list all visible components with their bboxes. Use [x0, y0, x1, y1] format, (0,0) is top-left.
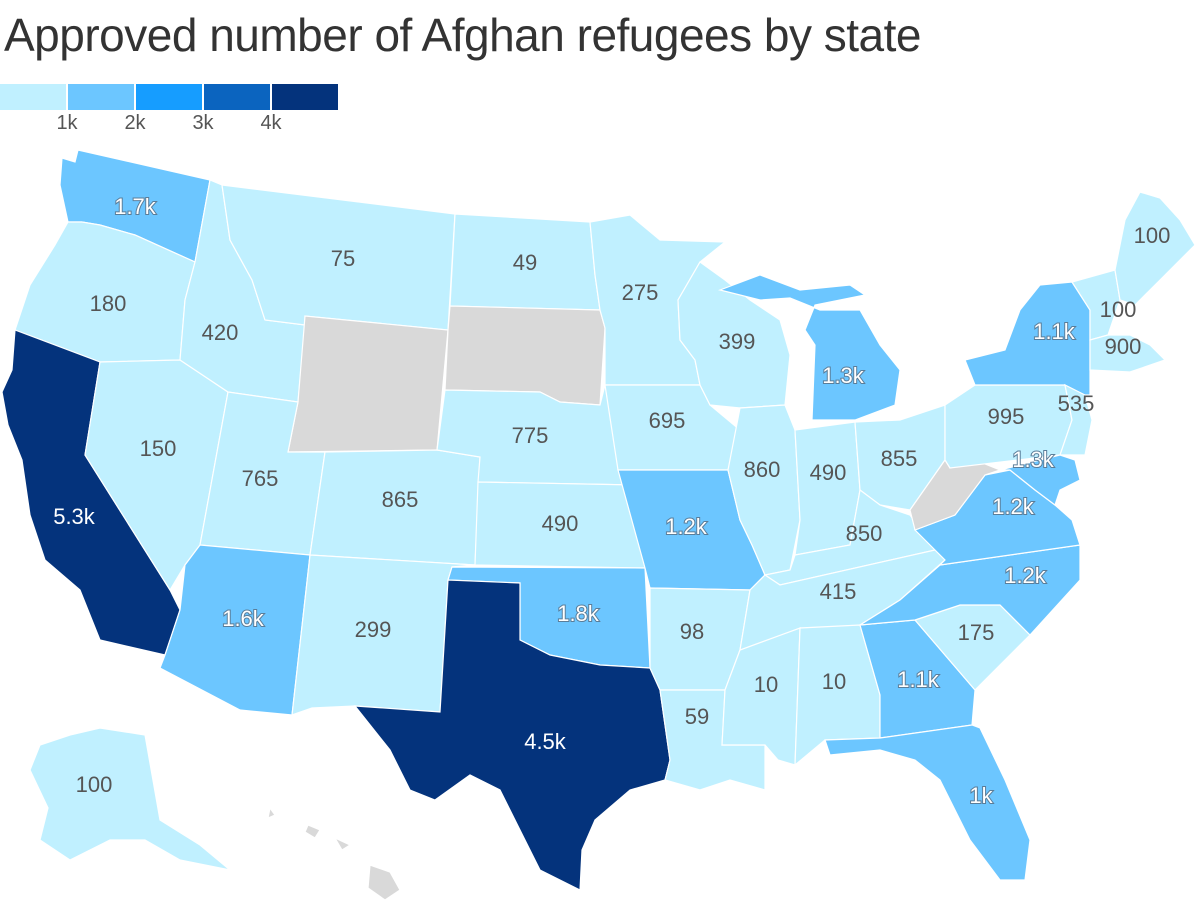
value-label-north-carolina: 1.2k [1004, 563, 1047, 588]
state-hawaii-island-2[interactable] [304, 824, 321, 839]
legend-swatch-3 [136, 84, 202, 110]
value-label-missouri: 1.2k [665, 514, 708, 539]
state-new-jersey[interactable] [1059, 383, 1093, 456]
legend-tick-4k: 4k [260, 112, 282, 134]
value-label-louisiana: 59 [685, 704, 709, 729]
value-label-montana: 75 [331, 246, 355, 271]
value-label-arkansas: 98 [680, 619, 704, 644]
value-label-california: 5.3k [53, 504, 96, 529]
value-label-georgia: 1.1k [897, 667, 940, 692]
value-label-north-dakota: 49 [513, 250, 537, 275]
value-label-alabama: 10 [822, 669, 846, 694]
legend-swatch-1 [0, 84, 66, 110]
legend-tick-2k: 2k [124, 112, 146, 134]
value-label-michigan: 1.3k [822, 363, 865, 388]
value-label-maryland: 1.3k [1012, 447, 1055, 472]
value-label-wisconsin: 399 [719, 329, 756, 354]
legend-tick-3k: 3k [192, 112, 214, 134]
value-label-indiana: 490 [810, 460, 847, 485]
value-label-oregon: 180 [90, 291, 127, 316]
value-label-alaska: 100 [76, 772, 113, 797]
value-label-idaho: 420 [202, 320, 239, 345]
value-label-oklahoma: 1.8k [557, 601, 600, 626]
value-label-new-mexico: 299 [355, 617, 392, 642]
state-hawaii-island-3[interactable] [333, 836, 352, 851]
value-label-utah: 765 [242, 466, 279, 491]
value-label-illinois: 860 [744, 457, 781, 482]
value-label-nebraska: 775 [512, 423, 549, 448]
state-wyoming[interactable] [287, 315, 449, 453]
value-label-florida: 1k [969, 783, 993, 808]
value-label-colorado: 865 [382, 487, 419, 512]
value-label-iowa: 695 [649, 408, 686, 433]
value-label-washington: 1.7k [114, 194, 157, 219]
legend-tick-1k: 1k [56, 112, 78, 134]
value-label-maine: 100 [1134, 223, 1171, 248]
state-florida[interactable] [824, 724, 1031, 881]
state-maryland[interactable] [999, 454, 1081, 506]
value-label-minnesota: 275 [622, 280, 659, 305]
value-label-virginia: 1.2k [992, 494, 1035, 519]
value-label-kansas: 490 [542, 511, 579, 536]
value-label-massachusetts: 900 [1105, 334, 1142, 359]
state-alaska[interactable] [29, 727, 231, 871]
state-massachusetts[interactable] [1089, 334, 1167, 373]
legend-swatch-5 [272, 84, 338, 110]
value-label-arizona: 1.6k [222, 606, 265, 631]
value-label-mississippi: 10 [754, 672, 778, 697]
value-label-kentucky: 850 [846, 521, 883, 546]
value-label-tennessee: 415 [820, 579, 857, 604]
state-michigan[interactable] [717, 274, 901, 421]
value-label-texas: 4.5k [524, 729, 567, 754]
legend-swatch-2 [68, 84, 134, 110]
chart-title: Approved number of Afghan refugees by st… [4, 9, 922, 61]
value-label-nevada: 150 [140, 436, 177, 461]
state-texas[interactable] [353, 579, 671, 891]
value-label-south-carolina: 175 [958, 620, 995, 645]
legend-swatch-4 [204, 84, 270, 110]
value-label-new-jersey: 535 [1058, 391, 1095, 416]
state-maine[interactable] [1114, 191, 1196, 306]
value-label-vermont: 100 [1100, 297, 1137, 322]
state-hawaii-big-island[interactable] [367, 864, 401, 901]
value-label-new-york: 1.1k [1033, 319, 1076, 344]
value-label-ohio: 855 [881, 446, 918, 471]
value-label-pennsylvania: 995 [988, 404, 1025, 429]
state-hawaii[interactable] [267, 806, 276, 820]
